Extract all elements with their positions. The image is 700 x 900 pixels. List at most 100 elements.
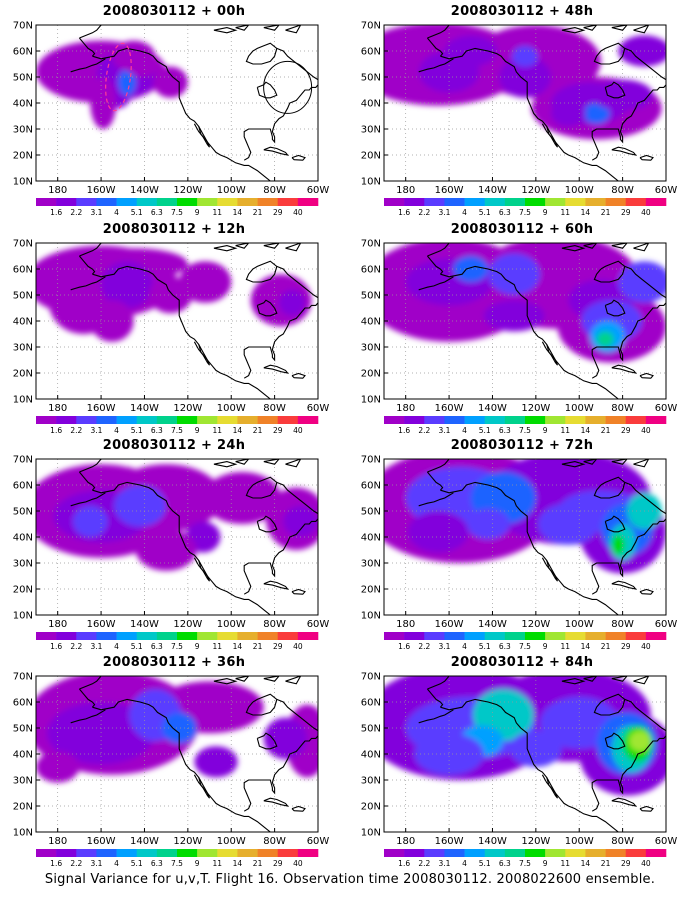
variance-contour bbox=[179, 261, 232, 303]
colorbar-tick-label: 29 bbox=[621, 208, 631, 217]
colorbar-tick-label: 6.3 bbox=[151, 642, 163, 651]
map-svg: 10N 20N 30N 40N 50N 60N 70N 180 160W 140W 120W 100W… bbox=[13, 672, 330, 869]
coastlines bbox=[418, 243, 666, 399]
colorbar-swatch bbox=[116, 632, 138, 640]
colorbar-swatch bbox=[625, 416, 647, 424]
colorbar-swatch bbox=[504, 849, 526, 857]
colorbar-swatch bbox=[525, 632, 546, 640]
colorbar-swatch bbox=[484, 849, 506, 857]
x-tick-label: 60W bbox=[655, 185, 678, 196]
observation-annotations bbox=[105, 42, 313, 114]
colorbar-swatch bbox=[177, 632, 198, 640]
colorbar-swatch bbox=[257, 198, 279, 206]
panel-title: 2008030112 + 60h bbox=[450, 222, 594, 237]
colorbar-swatch bbox=[545, 416, 566, 424]
colorbar-swatch bbox=[404, 198, 425, 206]
variance-contour bbox=[629, 730, 651, 752]
colorbar-swatch bbox=[545, 632, 566, 640]
colorbar-tick-label: 29 bbox=[273, 642, 283, 651]
variance-contour bbox=[203, 472, 282, 524]
x-tick-label: 180 bbox=[396, 185, 415, 196]
colorbar-swatch bbox=[424, 416, 445, 424]
colorbar-swatch bbox=[565, 416, 586, 424]
y-tick-label: 10N bbox=[13, 395, 33, 406]
colorbar-tick-label: 1.6 bbox=[398, 208, 410, 217]
variance-contour bbox=[283, 505, 318, 537]
colorbar-swatch bbox=[484, 632, 506, 640]
y-tick-label: 10N bbox=[361, 395, 381, 406]
x-tick-label: 140W bbox=[478, 185, 507, 196]
colorbar-swatch bbox=[237, 198, 258, 206]
colorbar-tick-label: 5.1 bbox=[479, 642, 491, 651]
colorbar-tick-label: 1.6 bbox=[50, 859, 62, 868]
y-tick-label: 10N bbox=[361, 611, 381, 622]
variance-contour bbox=[101, 261, 154, 308]
colorbar-swatch bbox=[297, 416, 319, 424]
y-tick-label: 70N bbox=[361, 455, 381, 466]
target-circle bbox=[263, 60, 313, 114]
colorbar-swatch bbox=[156, 632, 178, 640]
colorbar-tick-label: 4 bbox=[114, 208, 119, 217]
variance-contour bbox=[135, 529, 197, 571]
x-tick-label: 180 bbox=[48, 619, 67, 630]
variance-contour bbox=[596, 331, 614, 347]
y-tick-label: 10N bbox=[13, 828, 33, 839]
colorbar-swatch bbox=[484, 416, 506, 424]
variance-contour bbox=[90, 77, 117, 129]
colorbar-swatch bbox=[525, 416, 546, 424]
colorbar-tick-label: 21 bbox=[601, 426, 611, 435]
map-panel: 2008030112 + 12h 10N 20N 30N 40N 50N 60N 70N 180… bbox=[4, 222, 344, 435]
colorbar: 1.6 2.2 3.1 4 5.1 6.3 7.5 9 11 14 21 29 40 bbox=[36, 198, 319, 217]
colorbar-swatch bbox=[237, 849, 258, 857]
x-tick-label: 100W bbox=[217, 836, 246, 847]
y-tick-label: 20N bbox=[13, 151, 33, 162]
colorbar-tick-label: 40 bbox=[641, 426, 651, 435]
y-tick-label: 30N bbox=[361, 776, 381, 787]
colorbar-tick-label: 5.1 bbox=[131, 642, 143, 651]
colorbar-swatch bbox=[645, 198, 667, 206]
y-tick-label: 20N bbox=[13, 369, 33, 380]
colorbar-tick-label: 9 bbox=[195, 208, 200, 217]
colorbar-swatch bbox=[36, 416, 57, 424]
colorbar-swatch bbox=[484, 198, 506, 206]
map-svg: 10N 20N 30N 40N 50N 60N 70N 180 160W 140W 120W 100W… bbox=[13, 455, 330, 652]
colorbar-tick-label: 1.6 bbox=[50, 208, 62, 217]
map-svg: 10N 20N 30N 40N 50N 60N 70N 180 160W 140W 120W 100W… bbox=[361, 239, 678, 436]
x-tick-label: 100W bbox=[217, 619, 246, 630]
colorbar-tick-label: 40 bbox=[293, 642, 303, 651]
colorbar-swatch bbox=[36, 198, 57, 206]
colorbar-tick-label: 11 bbox=[561, 642, 571, 651]
x-tick-label: 160W bbox=[435, 619, 464, 630]
colorbar-tick-label: 29 bbox=[273, 208, 283, 217]
colorbar-tick-label: 11 bbox=[561, 208, 571, 217]
colorbar-tick-label: 4 bbox=[462, 859, 467, 868]
colorbar-tick-label: 14 bbox=[581, 208, 591, 217]
colorbar-swatch bbox=[585, 416, 606, 424]
colorbar-tick-label: 21 bbox=[253, 426, 263, 435]
y-tick-label: 20N bbox=[361, 802, 381, 813]
y-tick-label: 70N bbox=[361, 239, 381, 250]
colorbar-tick-label: 9 bbox=[543, 426, 548, 435]
x-tick-label: 160W bbox=[87, 403, 116, 414]
y-tick-label: 10N bbox=[361, 828, 381, 839]
colorbar-tick-label: 1.6 bbox=[398, 859, 410, 868]
colorbar-tick-label: 29 bbox=[621, 859, 631, 868]
colorbar-swatch bbox=[156, 849, 178, 857]
x-tick-label: 100W bbox=[565, 836, 594, 847]
colorbar-tick-label: 9 bbox=[195, 859, 200, 868]
variance-contour bbox=[618, 261, 666, 303]
colorbar-swatch bbox=[645, 416, 667, 424]
y-tick-label: 40N bbox=[361, 99, 381, 110]
variance-contour bbox=[36, 751, 80, 783]
colorbar-tick-label: 3.1 bbox=[90, 642, 102, 651]
colorbar-swatch bbox=[96, 198, 117, 206]
variance-contour bbox=[592, 79, 653, 111]
y-tick-label: 30N bbox=[13, 343, 33, 354]
colorbar-tick-label: 2.2 bbox=[70, 426, 82, 435]
colorbar-tick-label: 2.2 bbox=[418, 426, 430, 435]
colorbar-swatch bbox=[504, 198, 526, 206]
y-tick-label: 70N bbox=[361, 672, 381, 683]
x-tick-label: 140W bbox=[130, 403, 159, 414]
variance-contour bbox=[453, 256, 489, 282]
x-tick-label: 140W bbox=[478, 403, 507, 414]
